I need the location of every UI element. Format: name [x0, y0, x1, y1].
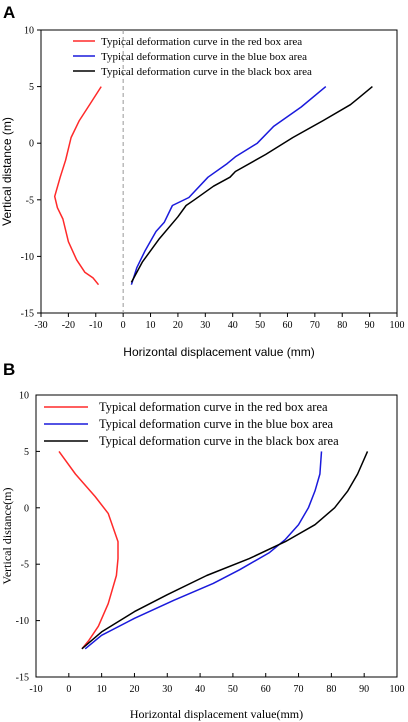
chart-a-x-tick-label: 100	[390, 320, 405, 331]
chart-a-plot-frame	[40, 29, 398, 314]
chart-b-x-tick-label: 10	[97, 684, 107, 695]
chart-b-x-tick-label: 70	[294, 684, 304, 695]
chart-a-x-tick-label: -30	[34, 320, 47, 331]
chart-a-x-tick-label: 60	[282, 320, 292, 331]
chart-a-x-tick-label: 10	[146, 320, 156, 331]
chart-a-y-tick-label: 10	[24, 26, 34, 37]
chart-b-x-tick-label: 90	[359, 684, 369, 695]
chart-b-y-axis-label: Vertical distance(m)	[0, 488, 14, 585]
chart-b-y-tick-label: 0	[24, 503, 29, 514]
chart-a-y-tick-label: -10	[21, 252, 34, 263]
chart-b-y-tick-label: 10	[19, 391, 29, 402]
chart-b-series-line-1	[58, 450, 119, 650]
chart-a-x-tick-label: 50	[255, 320, 265, 331]
chart-a-series-line-3	[130, 86, 373, 283]
chart-a-y-tick-label: -15	[21, 309, 34, 320]
chart-a-x-tick-label: 30	[200, 320, 210, 331]
panel-label-a: A	[3, 3, 15, 22]
chart-b-x-tick-label: 20	[129, 684, 139, 695]
chart-b-legend-label-1: Typical deformation curve in the red box…	[99, 400, 328, 414]
chart-b-series-line-2	[84, 451, 323, 650]
chart-b-y-tick-label: -15	[16, 673, 29, 684]
chart-a-x-axis-label: Horizontal displacement value (mm)	[123, 345, 314, 359]
chart-b: -10 0 10 20 30 40 50 60 70 80 90 100-15-10-50510Hor…	[0, 391, 405, 722]
chart-a-legend-label-3: Typical deformation curve in the black b…	[101, 66, 312, 78]
chart-b-x-tick-label: 30	[162, 684, 172, 695]
chart-b-y-tick-label: -5	[21, 560, 29, 571]
chart-a-legend-label-2: Typical deformation curve in the blue bo…	[101, 51, 307, 63]
chart-a-x-tick-label: 90	[365, 320, 375, 331]
chart-a-series-line-2	[130, 86, 327, 285]
chart-a-x-tick-label: 20	[173, 320, 183, 331]
chart-b-plot-frame	[35, 394, 398, 678]
panel-label-b: B	[3, 360, 15, 379]
chart-b-series-line-3	[81, 451, 369, 650]
chart-a-y-tick-label: 5	[29, 82, 34, 93]
chart-a-x-tick-label: -10	[89, 320, 102, 331]
chart-b-x-tick-label: 0	[66, 684, 71, 695]
chart-a-legend-label-1: Typical deformation curve in the red box…	[101, 36, 302, 48]
chart-b-x-tick-label: 60	[261, 684, 271, 695]
chart-b-x-tick-label: -10	[29, 684, 42, 695]
chart-a-y-tick-label: 0	[29, 139, 34, 150]
chart-a-y-axis-label: Vertical distance (m)	[0, 117, 14, 226]
chart-a-x-tick-label: 0	[121, 320, 126, 331]
chart-b-x-tick-label: 80	[326, 684, 336, 695]
chart-a-series-line-1	[53, 86, 102, 286]
chart-b-legend-label-2: Typical deformation curve in the blue bo…	[99, 417, 334, 431]
chart-a-x-tick-label: -20	[62, 320, 75, 331]
chart-a-x-tick-label: 70	[310, 320, 320, 331]
chart-a-x-tick-label: 80	[337, 320, 347, 331]
chart-b-x-tick-label: 40	[195, 684, 205, 695]
chart-b-x-tick-label: 100	[390, 684, 405, 695]
chart-b-y-tick-label: -10	[16, 616, 29, 627]
chart-b-x-tick-label: 50	[228, 684, 238, 695]
chart-a-y-tick-label: -5	[26, 195, 34, 206]
chart-a: -30 -20 -10 0 10 20 30 40 50 60 70 80 90 100 -15 -10 -5 0…	[0, 26, 405, 360]
chart-b-x-axis-label: Horizontal displacement value(mm)	[130, 707, 303, 721]
chart-b-legend-label-3: Typical deformation curve in the black b…	[99, 434, 339, 448]
chart-a-x-tick-label: 40	[228, 320, 238, 331]
chart-b-y-tick-label: 5	[24, 447, 29, 458]
